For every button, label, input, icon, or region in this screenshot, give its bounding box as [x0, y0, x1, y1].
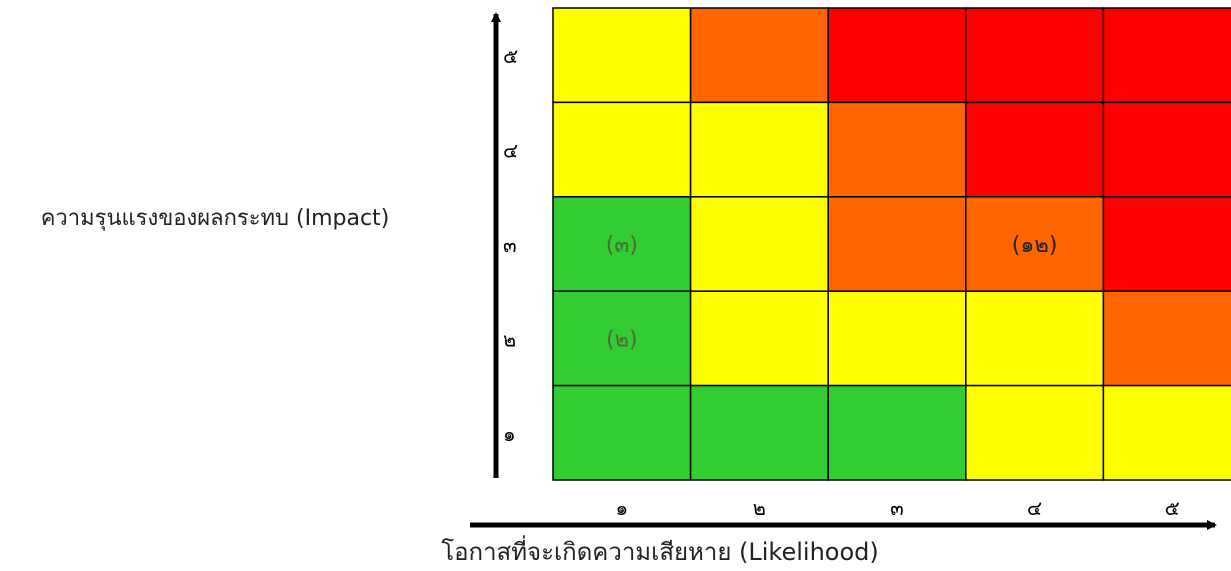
matrix-cell-๕-๓: [827, 7, 967, 104]
matrix-cell-๕-๔: [965, 7, 1105, 104]
cell-labels: (๓) (๑๒) (๒): [606, 233, 1058, 352]
matrix-cell-๓-๕: [1102, 196, 1231, 292]
y-tick-label: ๔: [503, 139, 518, 163]
y-axis-title: ความรุนแรงของผลกระทบ (Impact): [40, 206, 390, 231]
matrix-cell-๒-๑: [552, 290, 692, 387]
cell-label: (๓): [606, 233, 638, 258]
matrix-cell-๓-๑: [552, 196, 692, 292]
y-tick-label: ๕: [503, 44, 518, 68]
matrix-cell-๑-๕: [1102, 384, 1231, 481]
matrix-cell-๔-๑: [552, 101, 692, 198]
x-tick-label: ๑: [615, 496, 628, 520]
matrix-cell-๓-๔: [965, 196, 1105, 292]
matrix-cell-๒-๔: [965, 290, 1105, 387]
matrix-cell-๑-๓: [827, 384, 967, 481]
matrix-cell-๒-๕: [1102, 290, 1231, 387]
matrix-cell-๓-๒: [689, 196, 829, 292]
matrix-cells: [552, 7, 1231, 481]
cell-label: (๒): [606, 327, 638, 352]
x-tick-label: ๓: [890, 496, 904, 520]
matrix-cell-๕-๑: [552, 7, 692, 104]
matrix-cell-๔-๕: [1102, 101, 1231, 198]
matrix-cell-๔-๒: [689, 101, 829, 198]
matrix-cell-๑-๑: [552, 384, 692, 481]
x-axis-title: โอกาสที่จะเกิดความเสียหาย (Likelihood): [441, 538, 879, 566]
matrix-cell-๒-๒: [689, 290, 829, 387]
matrix-cell-๔-๓: [827, 101, 967, 198]
cell-label: (๑๒): [1012, 233, 1058, 258]
x-tick-label: ๔: [1027, 496, 1042, 520]
y-tick-label: ๑: [503, 422, 516, 446]
y-tick-label: ๒: [503, 327, 516, 351]
axis-ticks: ๕๔๓๒๑๑๒๓๔๕: [503, 44, 1180, 520]
matrix-cell-๑-๒: [689, 384, 829, 481]
matrix-cell-๔-๔: [965, 101, 1105, 198]
matrix-cell-๕-๕: [1102, 7, 1231, 104]
x-tick-label: ๒: [753, 496, 766, 520]
y-tick-label: ๓: [503, 233, 517, 257]
matrix-cell-๓-๓: [827, 196, 967, 292]
x-tick-label: ๕: [1165, 496, 1180, 520]
matrix-cell-๕-๒: [689, 7, 829, 104]
matrix-cell-๒-๓: [827, 290, 967, 387]
matrix-cell-๑-๔: [965, 384, 1105, 481]
